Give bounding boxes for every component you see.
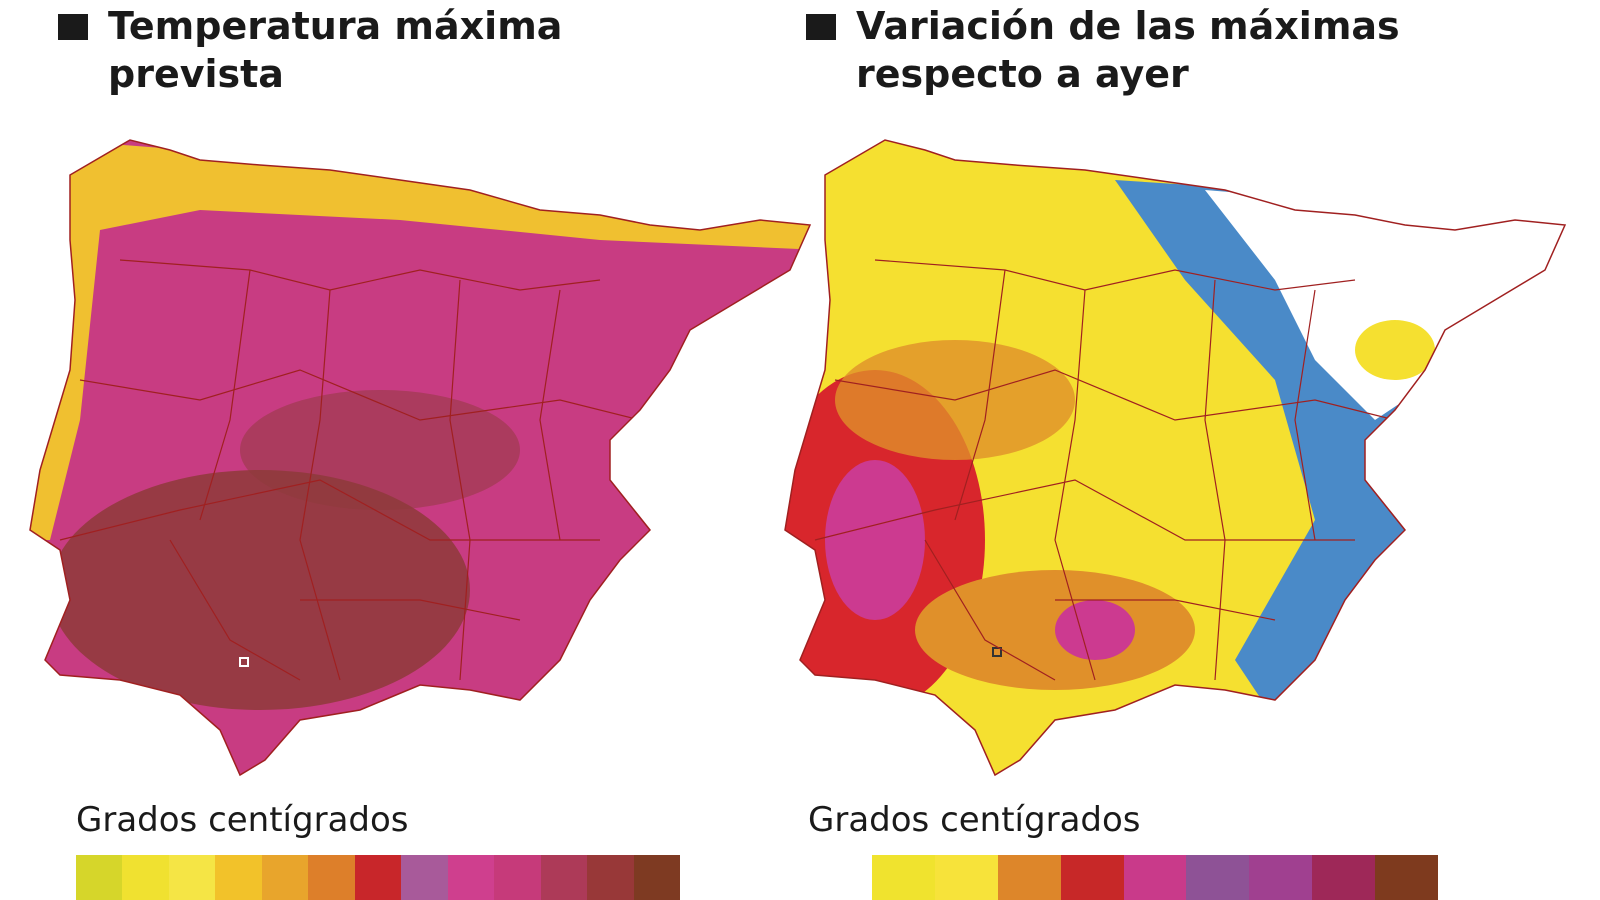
coastline	[29, 139, 812, 777]
title-line-2: prevista	[108, 52, 284, 96]
panel-title: Temperatura máxima prevista	[58, 2, 563, 98]
legend-swatch	[872, 855, 935, 900]
legend-swatch	[168, 855, 216, 900]
legend-color-bar	[872, 855, 1439, 900]
province-border	[954, 269, 1006, 521]
map-zones	[785, 180, 1565, 720]
strong-warming-zone	[825, 460, 925, 620]
panel-title: Variación de las máximas respecto a ayer	[806, 2, 1400, 98]
map-max-variation	[784, 139, 1567, 777]
title-bullet	[58, 14, 88, 40]
no-change-zone	[1205, 190, 1565, 420]
province-border	[539, 289, 561, 541]
province-border	[449, 279, 471, 681]
location-marker	[239, 657, 249, 667]
legend-swatch	[1060, 855, 1124, 900]
legend-swatch	[1123, 855, 1187, 900]
title-line-1: Temperatura máxima	[108, 4, 563, 48]
province-border	[299, 289, 341, 681]
legend-swatch	[997, 855, 1061, 900]
legend-swatch	[1312, 855, 1376, 900]
province-border	[119, 259, 601, 291]
province-border	[1054, 289, 1096, 681]
province-border	[1055, 599, 1276, 621]
province-border	[300, 599, 521, 621]
province-border	[1294, 289, 1316, 541]
location-marker	[992, 647, 1002, 657]
title-line-2: respecto a ayer	[856, 52, 1189, 96]
coastline	[784, 139, 1567, 777]
legend-swatch	[261, 855, 309, 900]
hottest-zone	[50, 470, 470, 710]
legend-swatch	[934, 855, 998, 900]
legend-swatch	[633, 855, 681, 900]
legend-swatch	[540, 855, 588, 900]
legend-swatch	[308, 855, 355, 900]
coastal-cooler-zone	[30, 140, 810, 540]
legend-swatch	[1186, 855, 1250, 900]
map-max-temperature	[29, 139, 812, 777]
legend-label: Grados centígrados	[76, 800, 409, 840]
province-border	[59, 479, 600, 541]
province-border	[924, 539, 1056, 681]
legend-swatch	[401, 855, 448, 900]
legend-swatch	[122, 855, 169, 900]
legend-swatch	[1375, 855, 1439, 900]
title-line-1: Variación de las máximas	[856, 4, 1400, 48]
province-border	[79, 369, 641, 421]
map-zones	[30, 140, 810, 710]
legend-swatch	[76, 855, 123, 900]
strong-warming-zone	[1055, 600, 1135, 660]
province-border	[834, 369, 1396, 421]
legend-swatch	[1249, 855, 1313, 900]
province-border	[1204, 279, 1226, 681]
legend-swatch	[587, 855, 634, 900]
hot-zone	[240, 390, 520, 510]
province-border	[169, 539, 301, 681]
legend-label: Grados centígrados	[808, 800, 1141, 840]
legend-swatch	[494, 855, 541, 900]
warming-zone	[1355, 320, 1435, 380]
legend-swatch	[354, 855, 402, 900]
province-border	[874, 259, 1356, 291]
legend-swatch	[447, 855, 495, 900]
province-border	[199, 269, 251, 521]
title-bullet	[806, 14, 836, 40]
legend-swatch	[215, 855, 262, 900]
legend-color-bar	[76, 855, 681, 900]
province-border	[814, 479, 1355, 541]
